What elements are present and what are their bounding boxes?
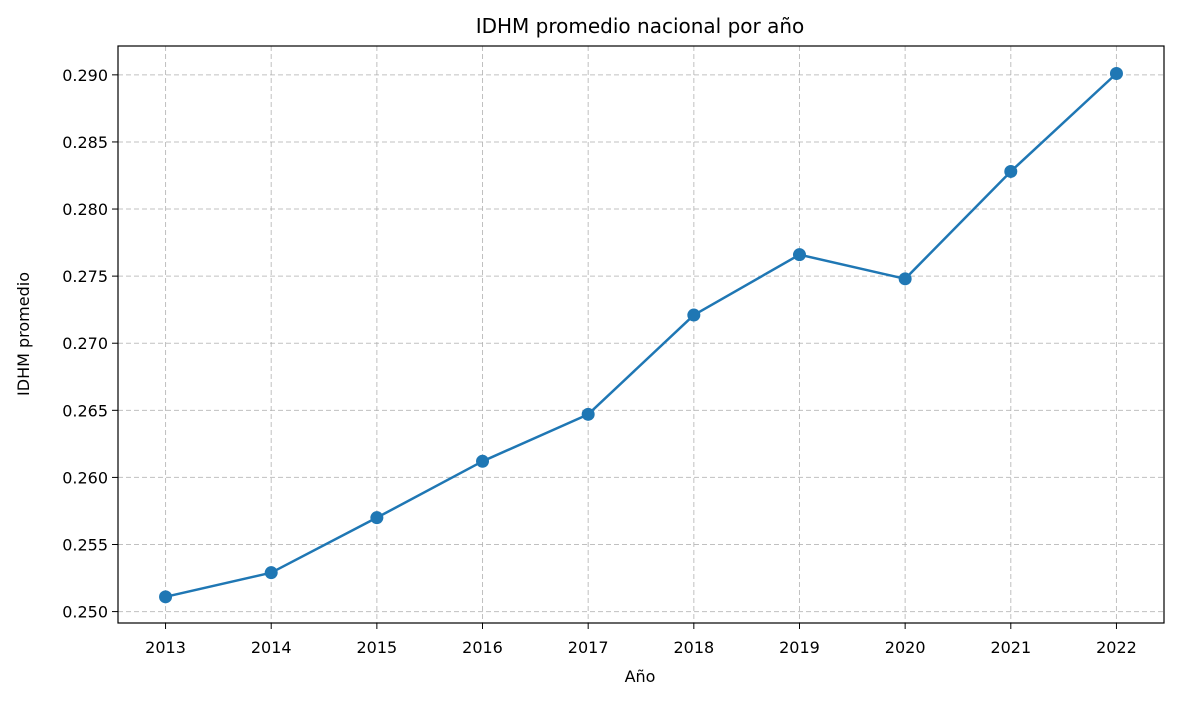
y-tick-label: 0.265 bbox=[62, 401, 108, 420]
y-tick-label: 0.280 bbox=[62, 200, 108, 219]
x-tick-label: 2017 bbox=[568, 638, 609, 657]
y-axis-label: IDHM promedio bbox=[14, 272, 33, 396]
data-point bbox=[581, 407, 595, 421]
y-tick-label: 0.275 bbox=[62, 267, 108, 286]
x-tick-label: 2014 bbox=[251, 638, 292, 657]
y-axis-ticks: 0.250 0.255 0.260 0.265 0.270 0.275 0.280 0.285… bbox=[62, 66, 118, 622]
data-point bbox=[159, 590, 173, 604]
x-tick-label: 2016 bbox=[462, 638, 503, 657]
plot-frame bbox=[117, 45, 1165, 624]
data-point bbox=[1004, 164, 1018, 178]
series-layer bbox=[159, 67, 1123, 604]
data-point bbox=[476, 454, 490, 468]
series-line bbox=[164, 72, 1118, 599]
grid-lines bbox=[118, 46, 1164, 623]
x-tick-label: 2020 bbox=[885, 638, 926, 657]
y-tick-label: 0.290 bbox=[62, 66, 108, 85]
y-tick-label: 0.250 bbox=[62, 603, 108, 622]
y-tick-label: 0.270 bbox=[62, 334, 108, 353]
y-tick-label: 0.260 bbox=[62, 468, 108, 487]
data-point bbox=[264, 566, 278, 580]
data-point bbox=[792, 248, 806, 262]
data-point bbox=[687, 308, 701, 322]
data-point bbox=[370, 511, 384, 525]
y-tick-label: 0.255 bbox=[62, 536, 108, 555]
x-tick-label: 2021 bbox=[990, 638, 1031, 657]
x-tick-label: 2019 bbox=[779, 638, 820, 657]
chart-title: IDHM promedio nacional por año bbox=[476, 14, 805, 38]
y-tick-label: 0.285 bbox=[62, 133, 108, 152]
data-point bbox=[898, 272, 912, 286]
x-tick-label: 2018 bbox=[673, 638, 714, 657]
x-axis-ticks: 2013 2014 2015 2016 2017 2018 2019 2020 2021 2022 bbox=[145, 623, 1137, 657]
x-tick-label: 2013 bbox=[145, 638, 186, 657]
x-tick-label: 2015 bbox=[356, 638, 397, 657]
x-axis-label: Año bbox=[625, 667, 656, 686]
x-tick-label: 2022 bbox=[1096, 638, 1137, 657]
data-point bbox=[1109, 67, 1123, 81]
